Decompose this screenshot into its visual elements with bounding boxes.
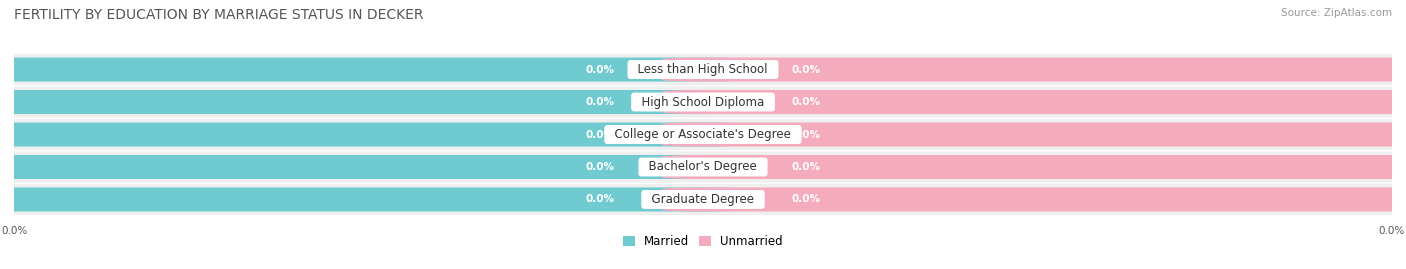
- Text: 0.0%: 0.0%: [792, 194, 821, 204]
- Text: Graduate Degree: Graduate Degree: [644, 193, 762, 206]
- Text: College or Associate's Degree: College or Associate's Degree: [607, 128, 799, 141]
- FancyBboxPatch shape: [14, 184, 1392, 215]
- FancyBboxPatch shape: [14, 151, 1392, 183]
- Text: High School Diploma: High School Diploma: [634, 95, 772, 108]
- FancyBboxPatch shape: [662, 122, 1406, 147]
- Text: FERTILITY BY EDUCATION BY MARRIAGE STATUS IN DECKER: FERTILITY BY EDUCATION BY MARRIAGE STATU…: [14, 8, 423, 22]
- Text: Source: ZipAtlas.com: Source: ZipAtlas.com: [1281, 8, 1392, 18]
- Text: Less than High School: Less than High School: [630, 63, 776, 76]
- Text: 0.0%: 0.0%: [585, 129, 614, 140]
- FancyBboxPatch shape: [662, 155, 1406, 179]
- FancyBboxPatch shape: [0, 122, 744, 147]
- Text: 0.0%: 0.0%: [792, 65, 821, 75]
- FancyBboxPatch shape: [0, 155, 744, 179]
- FancyBboxPatch shape: [662, 58, 1406, 82]
- Text: 0.0%: 0.0%: [585, 65, 614, 75]
- FancyBboxPatch shape: [0, 58, 744, 82]
- FancyBboxPatch shape: [662, 187, 1406, 211]
- Legend: Married, Unmarried: Married, Unmarried: [619, 230, 787, 253]
- FancyBboxPatch shape: [0, 187, 744, 211]
- Text: Bachelor's Degree: Bachelor's Degree: [641, 161, 765, 174]
- Text: 0.0%: 0.0%: [792, 162, 821, 172]
- Text: 0.0%: 0.0%: [585, 162, 614, 172]
- FancyBboxPatch shape: [14, 119, 1392, 150]
- FancyBboxPatch shape: [0, 90, 744, 114]
- FancyBboxPatch shape: [14, 54, 1392, 85]
- FancyBboxPatch shape: [662, 90, 1406, 114]
- Text: 0.0%: 0.0%: [792, 129, 821, 140]
- Text: 0.0%: 0.0%: [792, 97, 821, 107]
- FancyBboxPatch shape: [14, 86, 1392, 118]
- Text: 0.0%: 0.0%: [585, 194, 614, 204]
- Text: 0.0%: 0.0%: [585, 97, 614, 107]
